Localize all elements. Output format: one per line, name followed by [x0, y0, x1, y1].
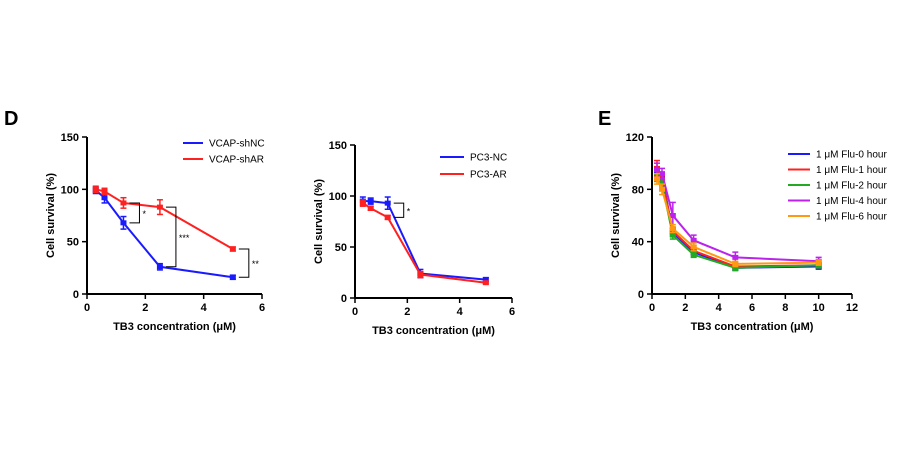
- data-point: [229, 246, 236, 252]
- x-tick-label: 0: [84, 302, 90, 314]
- x-tick-label: 4: [457, 306, 464, 318]
- y-tick-label: 50: [67, 237, 79, 249]
- y-tick-label: 50: [335, 242, 347, 254]
- data-point: [654, 167, 660, 173]
- series-line: [656, 172, 819, 269]
- x-tick-label: 2: [682, 302, 688, 314]
- data-point: [120, 200, 127, 206]
- panel-letter-e: E: [598, 108, 611, 130]
- data-point: [229, 274, 236, 280]
- significance-bracket: [393, 202, 405, 218]
- significance-label: *: [142, 209, 146, 219]
- panel-letter-d: D: [4, 108, 18, 130]
- significance-label: *: [407, 206, 411, 216]
- legend-label: VCAP-shNC: [209, 139, 265, 150]
- data-point: [384, 200, 391, 206]
- y-tick-label: 100: [329, 191, 347, 203]
- data-point: [482, 277, 489, 283]
- data-point: [367, 198, 374, 204]
- chart-flu-timecourse: 0 40 80 120 0 2 4 6 8 10 12 TB3 concentration (μM) C…: [610, 132, 887, 333]
- data-point: [659, 186, 665, 192]
- series-line: [95, 188, 234, 250]
- legend-label: 1 μM Flu-0 hour: [816, 150, 887, 161]
- legend-label: 1 μM Flu-2 hour: [816, 181, 887, 192]
- x-tick-label: 6: [259, 302, 265, 314]
- legend-label: VCAP-shAR: [209, 155, 264, 166]
- y-tick-label: 150: [329, 140, 347, 152]
- chart-vcap: 0 50 100 150 0 2 4 6 TB3 concentration (μM) Cell …: [45, 132, 265, 333]
- data-point: [367, 205, 374, 211]
- data-point: [732, 265, 739, 271]
- data-point: [669, 232, 676, 238]
- data-point: [690, 244, 697, 250]
- y-tick-label: 40: [632, 237, 644, 249]
- data-point: [156, 204, 163, 210]
- y-tick-label: 100: [61, 184, 79, 196]
- x-tick-label: 10: [813, 302, 825, 314]
- x-tick-label: 6: [509, 306, 515, 318]
- data-point: [101, 195, 108, 201]
- data-point: [815, 260, 822, 266]
- legend-label: 1 μM Flu-4 hour: [816, 196, 887, 207]
- legend-label: PC3-NC: [470, 153, 507, 164]
- significance-bracket: [238, 248, 250, 278]
- significance-bracket: [165, 206, 177, 268]
- series-line: [95, 189, 233, 279]
- data-point: [690, 252, 697, 258]
- x-tick-label: 4: [716, 302, 723, 314]
- y-tick-label: 0: [638, 289, 644, 301]
- x-tick-label: 0: [352, 306, 358, 318]
- x-tick-label: 0: [649, 302, 655, 314]
- x-tick-label: 6: [749, 302, 755, 314]
- x-tick-label: 2: [142, 302, 148, 314]
- data-point: [384, 214, 391, 220]
- data-point: [101, 188, 108, 194]
- x-tick-label: 8: [782, 302, 788, 314]
- y-axis-title: Cell survival (%): [610, 173, 622, 258]
- x-axis-title: TB3 concentration (μM): [113, 321, 236, 333]
- y-axis-title: Cell survival (%): [45, 173, 57, 258]
- data-point: [120, 220, 127, 226]
- data-point: [669, 226, 676, 232]
- data-point: [359, 200, 366, 206]
- series-line: [362, 202, 486, 284]
- data-point: [690, 237, 697, 243]
- data-point: [156, 264, 163, 270]
- data-point: [654, 176, 660, 182]
- legend-label: 1 μM Flu-6 hour: [816, 212, 887, 223]
- y-tick-label: 80: [632, 184, 644, 196]
- y-tick-label: 120: [626, 132, 644, 144]
- x-tick-label: 4: [201, 302, 208, 314]
- data-point: [732, 254, 739, 260]
- significance-label: ***: [179, 233, 190, 243]
- data-point: [669, 213, 676, 218]
- data-point: [659, 171, 665, 177]
- data-point: [482, 280, 489, 286]
- legend-label: 1 μM Flu-1 hour: [816, 165, 887, 176]
- data-point: [92, 186, 99, 192]
- significance-label: **: [252, 259, 260, 269]
- y-tick-label: 0: [73, 289, 79, 301]
- x-tick-label: 2: [404, 306, 410, 318]
- series-line: [656, 178, 819, 265]
- legend-label: PC3-AR: [470, 170, 507, 181]
- y-axis-title: Cell survival (%): [313, 179, 325, 264]
- series-line: [656, 175, 819, 269]
- y-tick-label: 150: [61, 132, 79, 144]
- x-axis-title: TB3 concentration (μM): [372, 325, 495, 337]
- x-axis-title: TB3 concentration (μM): [691, 321, 814, 333]
- data-point: [417, 272, 424, 278]
- chart-pc3: 0 50 100 150 0 2 4 6 TB3 concentration (μM) Cell …: [313, 140, 515, 337]
- significance-bracket: [129, 202, 140, 224]
- y-tick-label: 0: [341, 293, 347, 305]
- data-point: [732, 261, 739, 267]
- x-tick-label: 12: [846, 302, 858, 314]
